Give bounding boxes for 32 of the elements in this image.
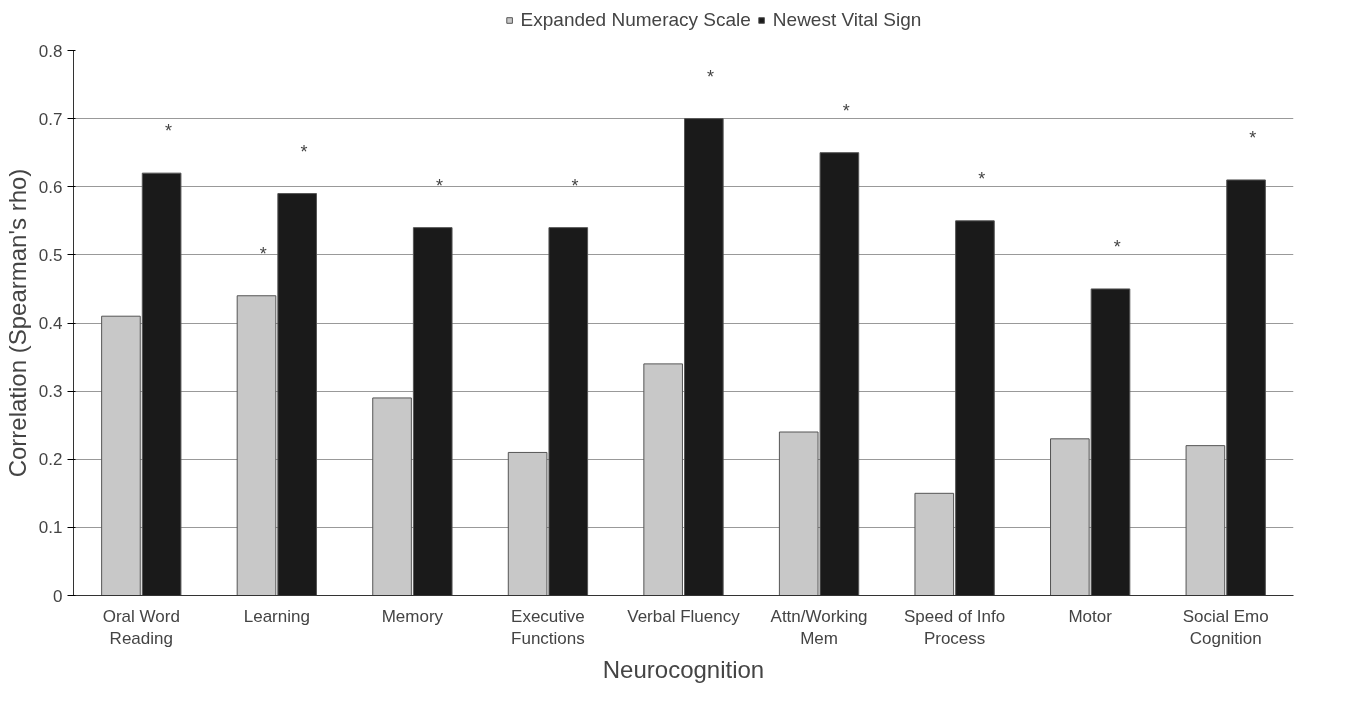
annotation: * (571, 175, 579, 196)
y-tick-label: 0.8 (38, 41, 63, 61)
annotation: * (300, 141, 308, 162)
annotation: * (1113, 236, 1121, 257)
x-tick-label: Motor (1068, 606, 1113, 626)
y-tick-label: 0.4 (38, 314, 63, 333)
annotation: * (707, 66, 715, 87)
x-tick-label: Oral Word Reading (102, 606, 180, 649)
x-tick-label: Attn/Working Mem (770, 606, 868, 649)
y-tick-label: 0.7 (38, 109, 63, 129)
annotation: * (164, 121, 172, 142)
y-tick-label: 0 (53, 586, 63, 606)
annotation: * (842, 100, 850, 121)
x-tick-label: Executive Functions (511, 606, 585, 649)
annotation: * (436, 175, 444, 196)
x-tick-label: Verbal Fluency (627, 606, 741, 626)
y-tick-label: 0.5 (38, 245, 63, 265)
y-tick-label: 0.3 (38, 382, 63, 402)
y-axis-title: Correlation (Spearman's rho) (3, 168, 31, 478)
x-tick-label: Memory (381, 606, 444, 626)
x-tick-label: Social Emo Cognition (1182, 606, 1269, 649)
legend-label: Newest Vital Sign (772, 9, 922, 31)
y-tick-label: 0.6 (38, 177, 63, 197)
x-axis-title: Neurocognition (602, 656, 765, 684)
legend-label: Expanded Numeracy Scale (520, 9, 751, 31)
y-tick-label: 0.2 (38, 450, 63, 470)
x-tick-label: Speed of Info Process (904, 606, 1006, 649)
annotation: * (1249, 127, 1257, 148)
y-tick-label: 0.1 (38, 518, 63, 538)
x-tick-label: Learning (243, 606, 310, 626)
annotation: * (259, 243, 267, 264)
annotation: * (978, 168, 986, 189)
